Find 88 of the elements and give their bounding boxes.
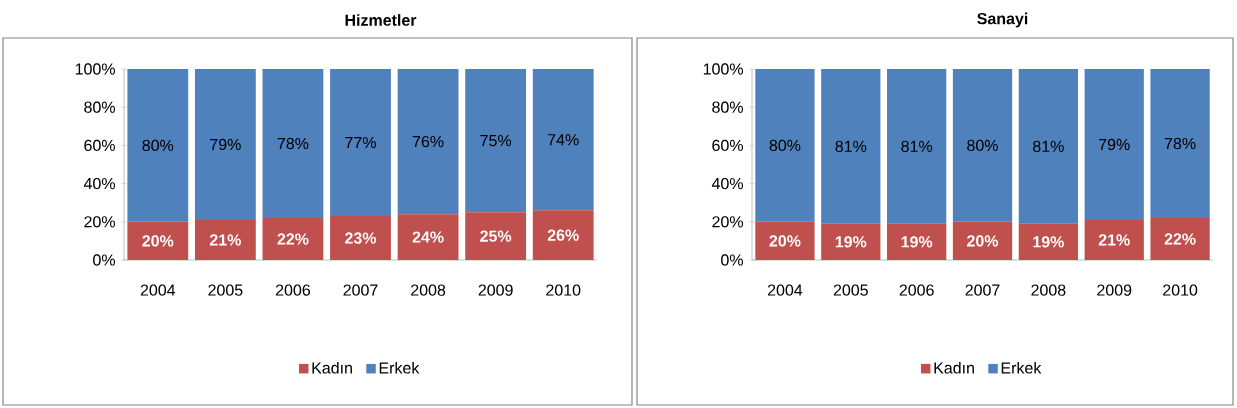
y-tick-label: 100% — [703, 63, 743, 75]
y-tick-label: 0% — [93, 254, 115, 266]
y-tick-label: 20% — [712, 216, 743, 228]
data-label: 75% — [480, 135, 512, 147]
x-tick-label: 2010 — [546, 284, 581, 296]
data-label: 80% — [142, 139, 174, 152]
bar — [127, 69, 189, 222]
data-label: 20% — [769, 235, 801, 247]
x-tick-label: 2004 — [140, 284, 176, 296]
x-tick-label: 2004 — [767, 284, 803, 296]
data-label: 26% — [547, 229, 579, 241]
bar — [127, 221, 189, 261]
legend-label: Erkek — [379, 361, 420, 374]
bar — [465, 212, 527, 261]
legend-label: Erkek — [1001, 361, 1042, 374]
data-label: 76% — [412, 135, 444, 148]
x-tick-label: 2008 — [1031, 284, 1066, 296]
data-label: 22% — [1164, 233, 1196, 245]
data-label: 19% — [1033, 236, 1064, 248]
data-label: 80% — [967, 139, 998, 152]
y-tick-label: 60% — [84, 139, 115, 152]
bar — [887, 69, 947, 224]
bar — [952, 69, 1013, 222]
legend-label: Kadın — [934, 361, 974, 374]
bar — [262, 69, 324, 218]
bar — [1150, 217, 1210, 261]
y-tick-label: 40% — [83, 177, 115, 190]
x-tick-label: 2005 — [208, 284, 243, 296]
data-label: 77% — [345, 136, 376, 149]
data-label: 25% — [480, 230, 512, 242]
x-tick-label: 2010 — [1163, 284, 1198, 296]
bar — [397, 69, 459, 215]
y-tick-label: 100% — [75, 63, 115, 75]
x-tick-label: 2005 — [833, 284, 868, 296]
legend-label: Kadın — [312, 361, 352, 374]
bar — [755, 221, 815, 261]
data-label: 20% — [967, 235, 999, 247]
chart-title: Hizmetler — [345, 14, 417, 26]
data-label: 79% — [1099, 138, 1130, 151]
y-tick-label: 40% — [711, 177, 743, 190]
data-label: 21% — [209, 234, 241, 246]
x-tick-label: 2007 — [965, 284, 1000, 296]
bar — [1084, 69, 1144, 220]
bar — [1084, 219, 1144, 261]
data-label: 81% — [1033, 140, 1064, 153]
y-tick-label: 0% — [721, 254, 743, 266]
x-tick-label: 2009 — [478, 284, 513, 296]
x-tick-label: 2006 — [275, 284, 311, 296]
data-label: 20% — [142, 235, 174, 247]
bar — [1018, 69, 1078, 224]
bar — [887, 223, 947, 261]
x-tick-label: 2007 — [343, 284, 378, 296]
bar — [194, 69, 256, 220]
bar — [330, 69, 391, 217]
data-label: 78% — [277, 137, 309, 150]
bar — [1150, 69, 1210, 218]
y-tick-label: 60% — [712, 139, 743, 152]
data-label: 81% — [901, 140, 933, 153]
data-label: 81% — [835, 140, 867, 153]
bar — [465, 69, 527, 213]
bar — [532, 210, 594, 261]
data-label: 19% — [835, 236, 867, 248]
bar — [194, 219, 256, 261]
bar — [1018, 223, 1078, 261]
chart-title: Sanayi — [977, 12, 1028, 28]
x-tick-label: 2006 — [899, 284, 934, 296]
bar — [532, 69, 594, 211]
y-tick-label: 80% — [712, 101, 743, 113]
data-label: 22% — [277, 233, 309, 245]
data-label: 74% — [548, 134, 579, 146]
bar — [330, 216, 391, 261]
data-label: 19% — [901, 236, 933, 248]
bar — [755, 69, 815, 222]
bar — [397, 214, 459, 261]
data-label: 23% — [345, 232, 377, 244]
data-label: 79% — [210, 138, 241, 151]
data-label: 78% — [1164, 137, 1196, 150]
x-tick-label: 2008 — [411, 284, 446, 296]
bar — [952, 221, 1013, 261]
y-tick-label: 80% — [84, 101, 115, 113]
y-tick-label: 20% — [84, 216, 115, 228]
data-label: 21% — [1098, 234, 1130, 246]
data-label: 24% — [412, 231, 444, 243]
bar — [821, 69, 881, 224]
data-label: 80% — [769, 139, 801, 152]
x-tick-label: 2009 — [1097, 284, 1132, 296]
bar — [821, 223, 881, 261]
bar — [262, 217, 324, 261]
